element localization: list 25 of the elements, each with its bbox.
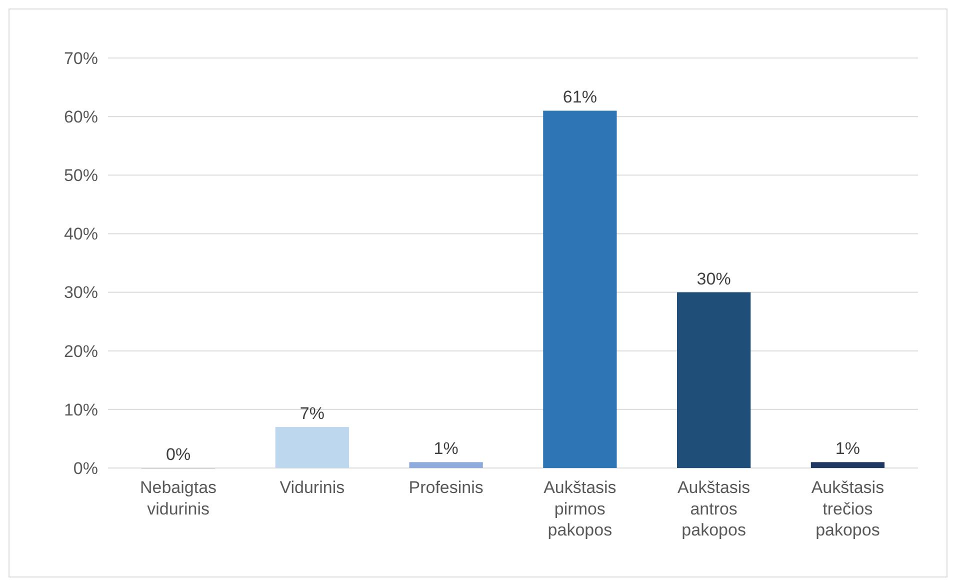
data-label: 1% <box>835 439 860 458</box>
data-label: 61% <box>562 88 597 107</box>
data-label: 7% <box>300 404 324 423</box>
x-tick-label: Vidurinis <box>280 478 345 497</box>
x-tick-label: Nebaigtas vidurinis <box>140 478 217 518</box>
bar <box>543 110 617 468</box>
y-tick-label: 60% <box>64 108 98 127</box>
data-label: 1% <box>434 439 458 458</box>
x-tick-label: Aukštasis trečios pakopos <box>811 478 884 540</box>
x-tick-label: Aukštasis antros pakopos <box>677 478 750 540</box>
x-tick-label: Aukštasis pirmos pakopos <box>544 478 616 540</box>
y-tick-label: 0% <box>73 458 98 478</box>
bar <box>677 292 751 468</box>
bar <box>409 462 483 468</box>
y-tick-label: 20% <box>64 342 98 361</box>
y-tick-label: 30% <box>64 283 98 302</box>
y-tick-label: 40% <box>64 224 98 244</box>
y-tick-label: 10% <box>64 400 98 420</box>
bar <box>275 427 349 468</box>
y-tick-label: 50% <box>64 166 98 186</box>
bar <box>810 462 885 468</box>
data-label: 30% <box>696 269 731 288</box>
y-tick-label: 70% <box>64 48 98 68</box>
data-label: 0% <box>166 445 191 464</box>
x-tick-label: Profesinis <box>408 478 484 497</box>
